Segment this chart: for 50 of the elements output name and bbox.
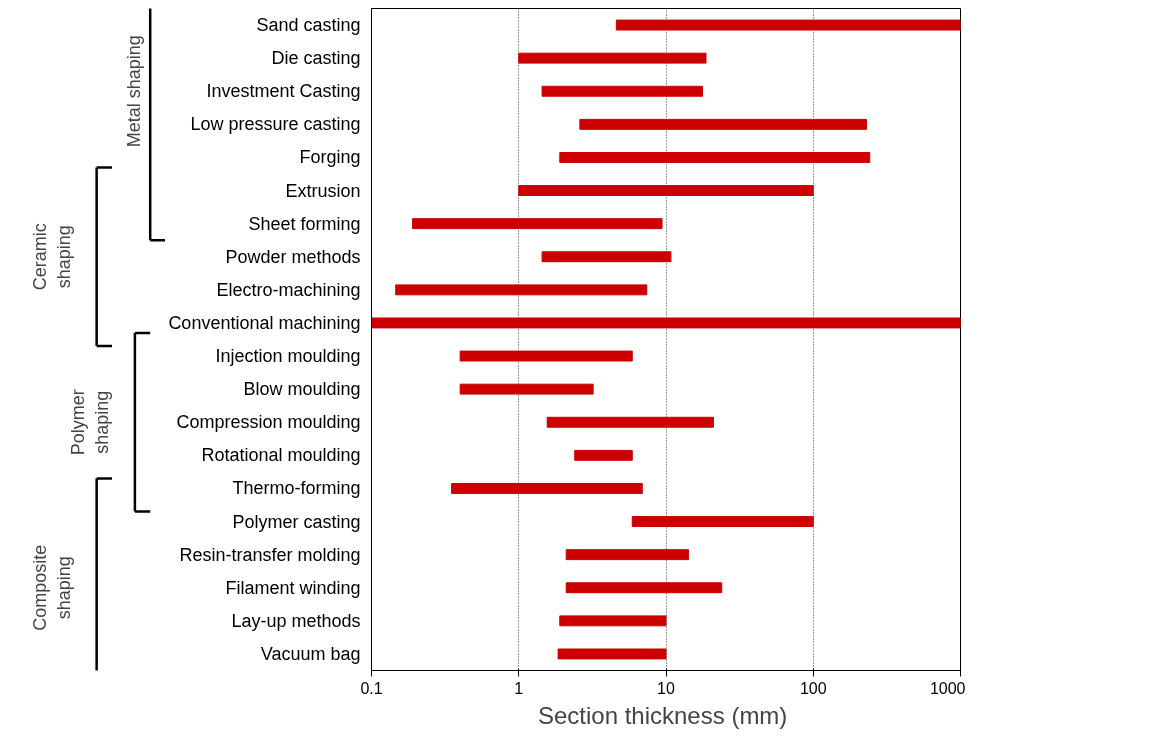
text: Composite shaping xyxy=(29,544,74,631)
y-tick-label: Thermo-forming xyxy=(232,478,361,499)
y-tick-label: Blow moulding xyxy=(243,379,361,400)
bar xyxy=(565,582,723,594)
bar xyxy=(557,648,667,660)
bar xyxy=(615,19,961,31)
y-tick-label: Filament winding xyxy=(225,577,361,598)
bar xyxy=(459,383,594,395)
bar xyxy=(541,85,704,97)
x-tick-label: 1 xyxy=(514,679,524,697)
y-tick-label: Electro-machining xyxy=(216,279,361,300)
bar xyxy=(546,416,714,428)
y-tick-label: Low pressure casting xyxy=(190,114,361,135)
bar xyxy=(395,284,648,296)
bar xyxy=(559,615,667,627)
x-tick-label: 1000 xyxy=(929,679,966,697)
y-tick-label: Investment Casting xyxy=(206,81,361,102)
y-tick-label: Extrusion xyxy=(285,180,361,201)
x-axis-title: Section thickness (mm) xyxy=(537,701,788,729)
x-tick-label: 100 xyxy=(799,679,827,697)
bar xyxy=(518,185,814,197)
y-tick-label: Polymer casting xyxy=(232,511,361,532)
y-tick-label: Lay-up methods xyxy=(231,610,361,631)
text: Polymer shaping xyxy=(67,389,112,456)
y-tick-label: Die casting xyxy=(271,48,361,69)
y-tick-label: Conventional machining xyxy=(168,312,361,333)
text: Ceramic shaping xyxy=(29,223,74,291)
y-tick-label: Forging xyxy=(299,147,361,168)
y-tick-label: Sheet forming xyxy=(248,213,361,234)
y-tick-label: Rotational moulding xyxy=(201,445,361,466)
bar xyxy=(518,52,707,64)
bar xyxy=(574,449,633,461)
bar xyxy=(541,251,672,263)
bar xyxy=(559,151,871,163)
bar xyxy=(451,482,643,494)
bar xyxy=(412,218,663,230)
bar xyxy=(579,118,868,130)
bar xyxy=(459,350,633,362)
text: Metal shaping xyxy=(124,35,145,148)
x-tick-label: 10 xyxy=(657,679,675,697)
x-tick-label: 0.1 xyxy=(360,679,383,697)
y-tick-label: Compression moulding xyxy=(176,412,361,433)
y-tick-label: Vacuum bag xyxy=(260,643,361,664)
y-tick-label: Injection moulding xyxy=(215,346,361,367)
y-tick-label: Sand casting xyxy=(256,15,361,36)
bar xyxy=(565,549,689,561)
y-tick-label: Powder methods xyxy=(225,246,361,267)
bar xyxy=(631,516,814,528)
y-tick-label: Resin-transfer molding xyxy=(179,544,361,565)
bar xyxy=(371,317,961,329)
